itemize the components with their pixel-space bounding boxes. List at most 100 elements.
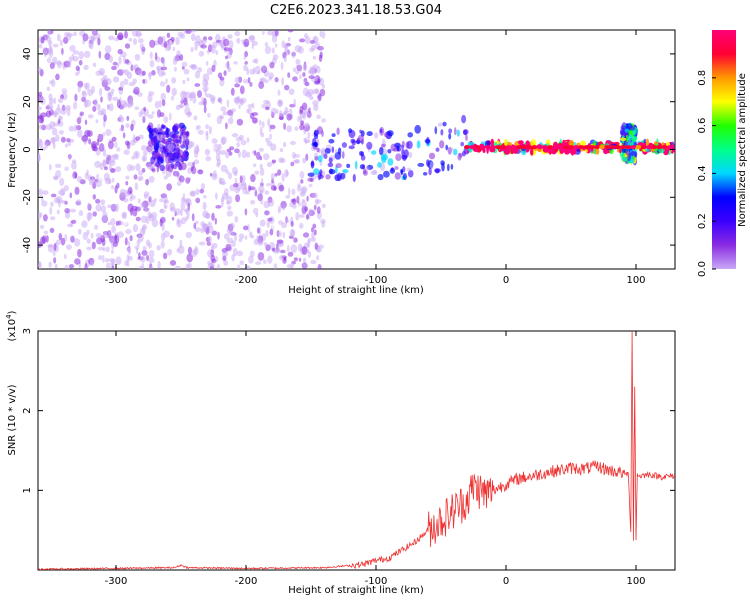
- spectral-blob: [195, 35, 201, 44]
- snr-ytick-label: 3: [22, 328, 33, 334]
- spectral-blob: [291, 51, 296, 59]
- spectral-blob: [127, 190, 132, 195]
- spectral-blob: [177, 31, 184, 37]
- spectral-blob: [119, 188, 126, 198]
- spectral-blob: [287, 251, 294, 257]
- spectral-blob: [235, 137, 243, 142]
- spectral-blob: [52, 250, 56, 257]
- spectral-blob: [314, 242, 318, 250]
- spectral-blob: [170, 95, 175, 101]
- spectral-blob: [290, 244, 298, 254]
- spectral-blob: [59, 39, 63, 47]
- spectral-blob: [314, 156, 319, 161]
- spectral-blob: [231, 254, 235, 262]
- spectral-line-blob: [526, 145, 533, 150]
- spectral-blob: [42, 47, 49, 56]
- spectral-blob: [434, 168, 441, 173]
- spectral-blob: [628, 125, 636, 131]
- spectral-blob: [127, 85, 131, 92]
- spectral-blob: [129, 196, 133, 202]
- spectral-blob: [301, 198, 305, 203]
- spectral-blob: [313, 229, 317, 236]
- snr-xtick-label: -200: [235, 576, 258, 587]
- spectral-blob: [50, 216, 56, 221]
- spectral-blob: [270, 143, 277, 151]
- colorbar-tick-label: 0.0: [697, 261, 708, 277]
- spectral-line-blob: [630, 145, 637, 150]
- spectral-blob: [142, 245, 147, 251]
- spectral-blob: [303, 232, 310, 238]
- spectral-blob: [111, 136, 117, 142]
- spectral-blob: [95, 198, 101, 204]
- spectral-blob: [179, 34, 186, 39]
- spectral-blob: [145, 178, 150, 186]
- spectral-blob: [370, 170, 378, 176]
- spectral-blob: [112, 96, 119, 101]
- spectral-blob: [194, 70, 201, 79]
- spectral-blob: [192, 96, 197, 104]
- spectral-blob: [39, 212, 43, 218]
- spectral-blob: [226, 200, 230, 205]
- spectral-blob: [394, 142, 401, 149]
- spectral-blob: [118, 55, 122, 65]
- colorbar-ticks: 0.0 0.2 0.4 0.6 0.8: [697, 70, 716, 277]
- spectral-blob: [243, 64, 248, 72]
- spectral-blob: [303, 127, 307, 135]
- snr-xlabel: Height of straight line (km): [288, 585, 424, 596]
- chart-title: C2E6.2023.341.18.53.G04: [270, 3, 442, 18]
- spectral-blob: [348, 128, 353, 134]
- spectral-blob: [83, 83, 88, 89]
- spectral-blob: [230, 232, 237, 236]
- spectral-blob: [271, 159, 277, 164]
- spectral-blob: [167, 248, 173, 256]
- spectral-blob: [277, 89, 281, 96]
- spectral-blob: [97, 110, 105, 116]
- spectral-blob: [58, 97, 64, 104]
- spectral-blob: [156, 245, 161, 251]
- spectral-blob: [48, 46, 53, 56]
- spectral-blob: [291, 188, 296, 196]
- spectral-blob: [216, 264, 221, 269]
- spectral-blob: [530, 148, 534, 156]
- spectral-blob: [116, 147, 121, 152]
- spectral-blob: [278, 157, 284, 164]
- spectral-blob: [281, 77, 285, 86]
- spectral-blob: [94, 90, 99, 99]
- spectral-blob: [233, 183, 239, 188]
- spectral-blob: [99, 40, 104, 50]
- spectral-blob: [176, 181, 182, 186]
- spectral-blob: [280, 200, 287, 209]
- spectral-blob: [49, 227, 55, 233]
- spectral-blob: [318, 54, 323, 62]
- spectral-blob: [282, 231, 286, 239]
- spectral-blob: [303, 257, 307, 263]
- spectral-blob: [97, 246, 104, 251]
- spectral-blob: [202, 73, 210, 82]
- spectral-blob: [107, 104, 110, 111]
- spectral-blob: [77, 228, 82, 235]
- spectral-blob: [112, 241, 118, 247]
- spectral-blob: [203, 97, 207, 107]
- spectral-blob: [267, 255, 273, 264]
- spectral-blob: [118, 86, 124, 91]
- spectral-blob: [236, 95, 241, 103]
- spectral-line-blob: [651, 145, 658, 150]
- snr-xtick-label: 0: [503, 576, 509, 587]
- spectral-blob: [217, 231, 220, 240]
- spectral-blob: [232, 248, 238, 257]
- spectral-blob: [82, 33, 89, 42]
- spectral-blob: [211, 173, 218, 181]
- spectral-blob: [245, 190, 250, 195]
- spectral-blob: [115, 250, 121, 256]
- spectral-blob: [197, 125, 201, 130]
- spectral-blob: [185, 30, 192, 34]
- spectral-blob: [139, 175, 144, 181]
- spectral-blob: [198, 50, 205, 57]
- spectral-blob: [135, 136, 141, 142]
- spectral-blob: [210, 265, 214, 269]
- spectral-blob: [381, 154, 387, 164]
- spectral-blob: [242, 175, 246, 183]
- spectral-blob: [258, 147, 264, 152]
- spectral-blob: [270, 173, 275, 181]
- spectral-blob: [122, 132, 126, 139]
